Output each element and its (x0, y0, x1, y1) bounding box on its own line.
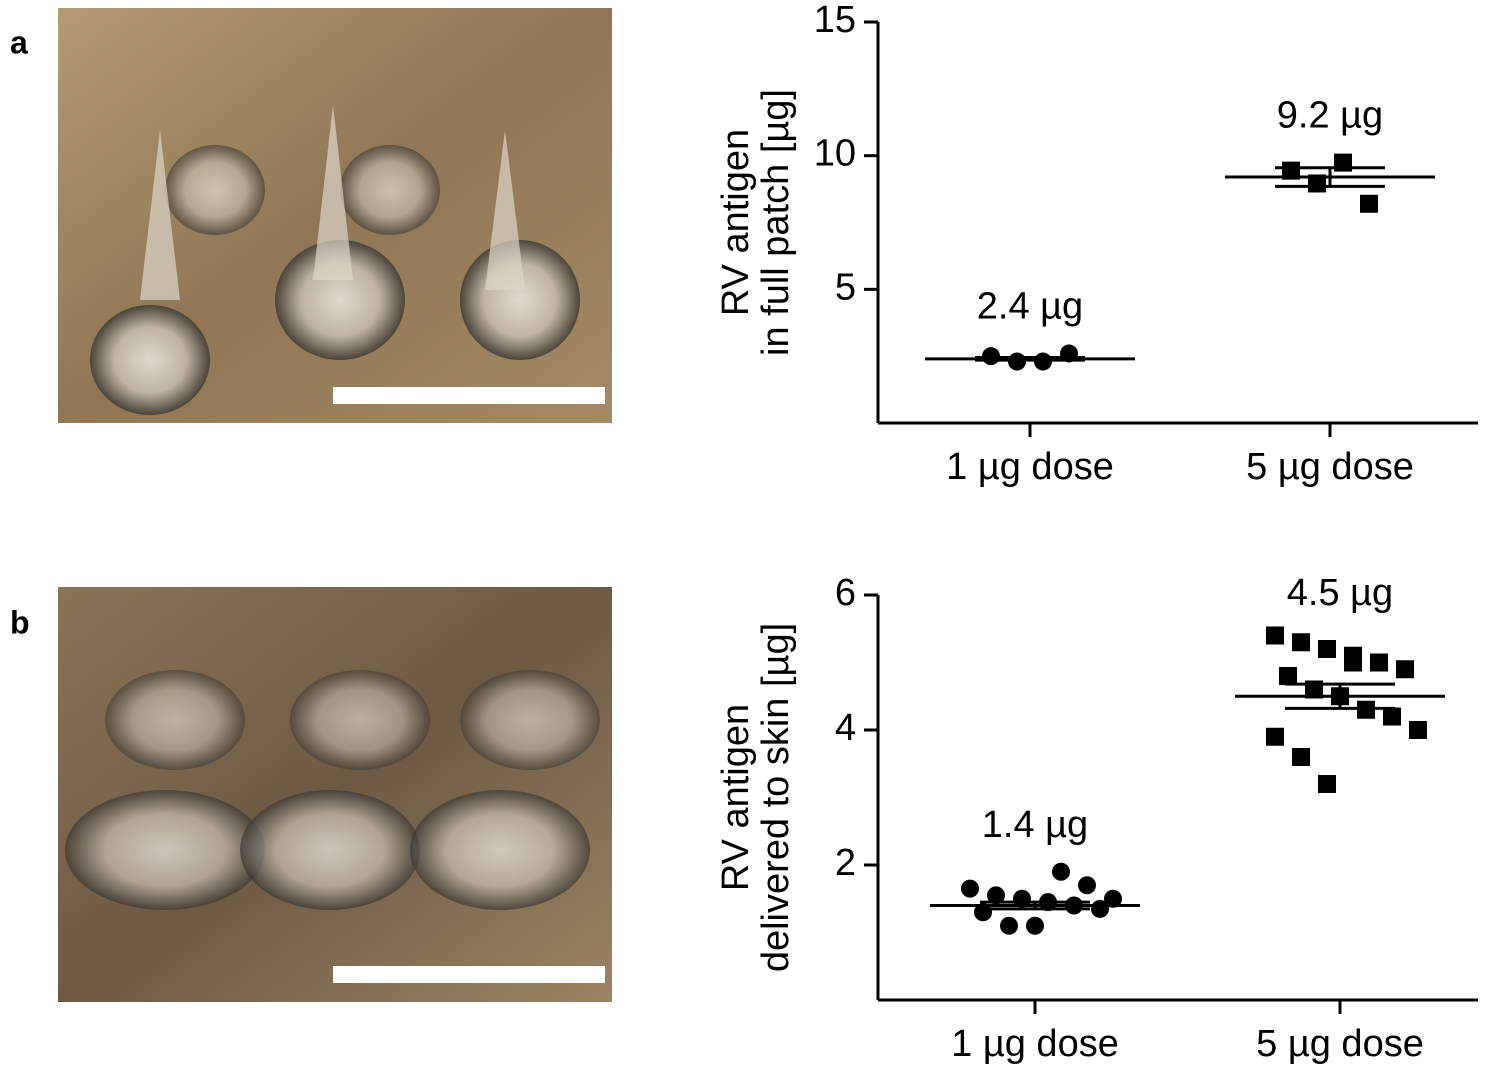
data-point (1292, 633, 1310, 652)
data-point (1000, 916, 1018, 935)
x-tick-label: 1 µg dose (951, 1023, 1119, 1065)
data-point (987, 886, 1005, 905)
value-label: 2.4 µg (977, 286, 1083, 328)
value-label: 4.5 µg (1287, 572, 1393, 614)
photo-a (58, 8, 612, 423)
data-point (961, 879, 979, 898)
y-axis-label: RV antigen (715, 704, 757, 891)
x-tick-label: 5 µg dose (1256, 1023, 1424, 1065)
data-point (1383, 707, 1401, 726)
y-tick-label: 5 (835, 266, 856, 308)
y-axis-label: RV antigen (715, 129, 757, 316)
y-tick-label: 15 (814, 0, 856, 41)
data-point (1308, 174, 1326, 193)
data-point (1409, 721, 1427, 739)
data-point (1396, 660, 1414, 679)
data-point (1266, 626, 1284, 645)
data-point (1344, 646, 1362, 665)
data-point (1282, 161, 1300, 180)
data-point (1318, 640, 1336, 658)
y-axis-label: in full patch [µg] (755, 89, 797, 356)
data-point (1026, 916, 1044, 935)
value-label: 1.4 µg (982, 804, 1088, 846)
y-tick-label: 2 (835, 842, 856, 884)
data-point (1104, 889, 1122, 908)
y-tick-label: 6 (835, 572, 856, 614)
data-point (1266, 727, 1284, 746)
x-tick-label: 5 µg dose (1246, 446, 1414, 488)
value-label: 9.2 µg (1277, 95, 1383, 137)
data-point (1279, 667, 1297, 685)
data-point (1318, 775, 1336, 793)
data-point (1360, 194, 1378, 213)
y-tick-label: 4 (835, 707, 856, 749)
photo-b (58, 587, 612, 1002)
data-point (1078, 876, 1096, 895)
data-point (1292, 748, 1310, 766)
x-tick-label: 1 µg dose (946, 446, 1114, 488)
y-tick-label: 10 (814, 133, 856, 175)
y-axis-label: delivered to skin [µg] (755, 623, 797, 972)
data-point (1052, 862, 1070, 881)
panel-label: a (10, 24, 28, 60)
panel-label: b (10, 604, 30, 640)
data-point (1370, 653, 1388, 672)
